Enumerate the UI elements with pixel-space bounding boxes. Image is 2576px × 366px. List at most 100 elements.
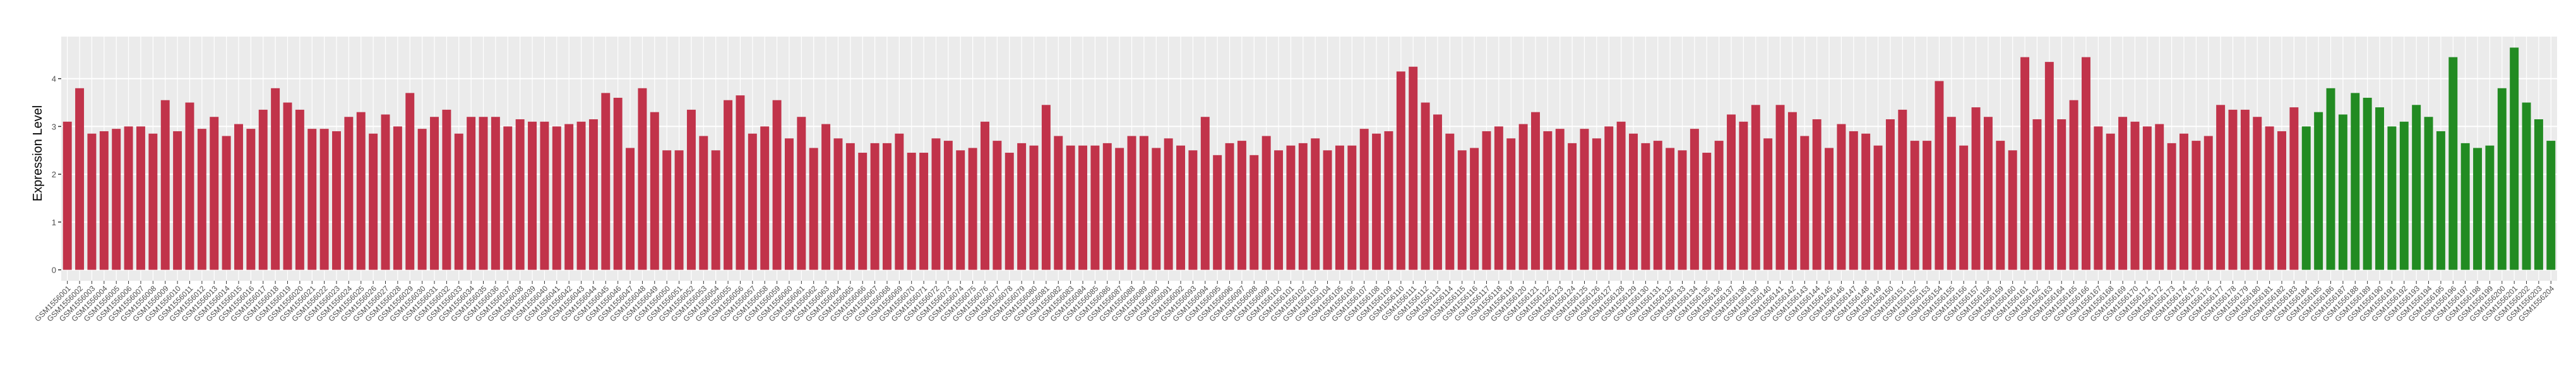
bar (2363, 97, 2372, 270)
bar (1029, 145, 1039, 270)
bar (2338, 114, 2347, 270)
bar (1959, 145, 1969, 270)
bar (1152, 148, 1161, 270)
bar (907, 153, 916, 270)
bar (454, 133, 463, 270)
bar (1445, 133, 1455, 270)
bar (797, 117, 806, 270)
bar (2044, 62, 2054, 270)
bar (650, 112, 659, 270)
bar (332, 131, 341, 270)
bar (1910, 141, 1919, 270)
bar (784, 138, 794, 270)
bar (1690, 129, 1699, 270)
bar (1237, 141, 1246, 270)
bar (381, 114, 390, 270)
bar (2351, 93, 2360, 270)
bar (295, 109, 304, 270)
bar (2301, 126, 2311, 270)
bar (1923, 141, 1932, 270)
bar (393, 126, 402, 270)
bar (638, 88, 647, 270)
bar (503, 126, 513, 270)
bar (515, 119, 525, 270)
bar (1041, 105, 1051, 270)
bar (1225, 143, 1234, 270)
bar (283, 102, 292, 270)
bar (1739, 121, 1748, 270)
bar (1372, 133, 1381, 270)
bar (2412, 105, 2421, 270)
bar (234, 124, 243, 270)
bar (63, 121, 72, 270)
bar (1090, 145, 1100, 270)
bar (1775, 105, 1785, 270)
bar (1568, 143, 1577, 270)
bar (136, 126, 145, 270)
bar (1885, 119, 1895, 270)
bar (2094, 126, 2103, 270)
bar (344, 117, 354, 270)
bar (1678, 150, 1687, 270)
bar (2032, 119, 2042, 270)
bar (2130, 121, 2140, 270)
bar (271, 88, 280, 270)
bar (369, 133, 378, 270)
bar (1323, 150, 1332, 270)
bar (99, 131, 109, 270)
y-axis-label: Expression Level (31, 105, 45, 201)
bar (112, 129, 121, 270)
bar (1898, 109, 1907, 270)
bar (1825, 148, 1834, 270)
bar (467, 117, 476, 270)
bar (1935, 81, 1944, 270)
bar (430, 117, 439, 270)
bar (2216, 105, 2226, 270)
bar (1384, 131, 1393, 270)
bar (809, 148, 818, 270)
bar (760, 126, 770, 270)
bar (931, 138, 941, 270)
bar (1506, 138, 1516, 270)
bar (845, 143, 855, 270)
bar (895, 133, 904, 270)
y-tick-label: 4 (52, 74, 56, 84)
bar (2203, 136, 2213, 270)
bar (2020, 57, 2030, 270)
bar (833, 138, 843, 270)
bar (2546, 141, 2556, 270)
bar (1274, 150, 1284, 270)
bar (1947, 117, 1956, 270)
y-tick-label: 0 (52, 266, 56, 275)
bar (479, 117, 488, 270)
bar (258, 109, 268, 270)
bar (772, 100, 782, 270)
bar (883, 143, 891, 270)
bar (2265, 126, 2274, 270)
bar (2240, 109, 2250, 270)
bar (601, 93, 611, 270)
bar (1996, 141, 2005, 270)
bar (736, 95, 745, 270)
bar (956, 150, 965, 270)
bar (2253, 117, 2262, 270)
bar (160, 100, 170, 270)
bar (1286, 145, 1296, 270)
bar (1054, 136, 1063, 270)
bar (1409, 66, 1418, 270)
bar (1127, 136, 1136, 270)
plot-background (61, 37, 2557, 281)
bar (858, 153, 868, 270)
bar (1261, 136, 1271, 270)
bar (2167, 143, 2176, 270)
bar (1347, 145, 1357, 270)
bar (1555, 129, 1565, 270)
bar (1176, 145, 1186, 270)
bar (1837, 124, 1846, 270)
bar (2069, 100, 2078, 270)
bar (1604, 126, 1614, 270)
bar (2326, 88, 2335, 270)
bar (1580, 129, 1589, 270)
bar (552, 126, 561, 270)
bar (2289, 107, 2299, 270)
